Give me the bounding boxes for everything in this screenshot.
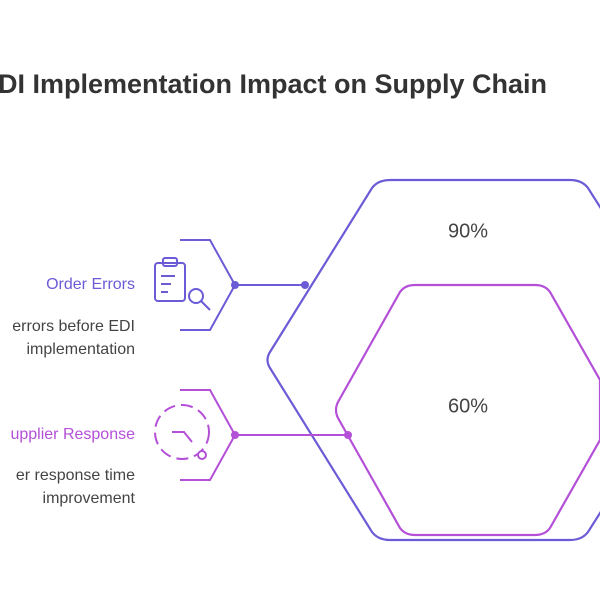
item-description: improvement [43,490,136,507]
item-description: implementation [27,341,136,358]
dot [231,281,239,289]
hexagon-small [334,283,600,537]
title: DI Implementation Impact on Supply Chain [0,69,547,99]
item-description: errors before EDI [12,318,135,335]
bracket [180,239,237,331]
item-description: er response time [16,467,135,484]
clock-icon [154,404,210,460]
hexagon-large [266,178,600,542]
dot [301,281,309,289]
dot [344,431,352,439]
clipboard-icon [154,257,211,311]
dot [231,431,239,439]
hexagon-label: 90% [448,220,488,242]
bracket [180,389,237,481]
item-title: upplier Response [10,426,135,443]
hexagon-label: 60% [448,395,488,417]
item-title: Order Errors [46,276,135,293]
